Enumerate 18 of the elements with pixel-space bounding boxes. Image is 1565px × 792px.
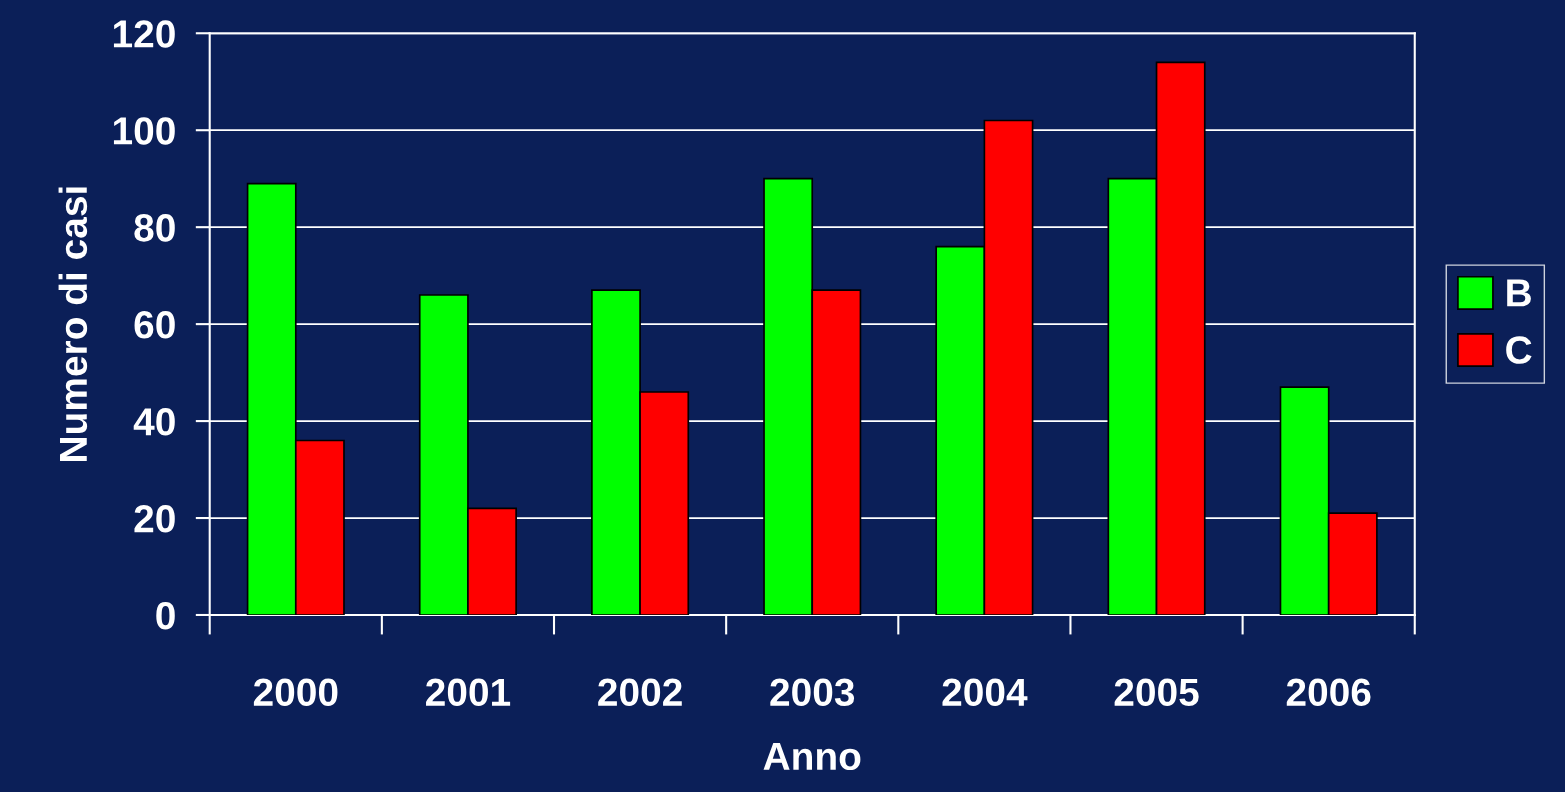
x-axis-title: Anno: [763, 742, 861, 771]
y-tick-label: 120: [113, 20, 175, 48]
x-tick-label: 2005: [1114, 678, 1199, 707]
x-tick-label: 2004: [942, 678, 1028, 707]
y-tick-label: 20: [134, 504, 175, 533]
y-tick-label: 0: [156, 601, 175, 630]
y-tick-label: 100: [113, 117, 175, 145]
x-tick-label: 2003: [770, 678, 855, 707]
y-axis-title: Numero di casi: [58, 187, 88, 461]
y-tick-label: 60: [134, 311, 175, 339]
legend-label: B: [1507, 279, 1531, 307]
x-tick-label: 2000: [253, 678, 338, 707]
y-tick-label: 40: [133, 408, 175, 436]
legend-label: C: [1506, 336, 1532, 364]
x-tick-label: 2002: [598, 678, 682, 707]
x-tick-label: 2006: [1286, 678, 1371, 707]
y-tick-label: 80: [134, 214, 175, 242]
x-tick-label: 2001: [426, 678, 511, 707]
